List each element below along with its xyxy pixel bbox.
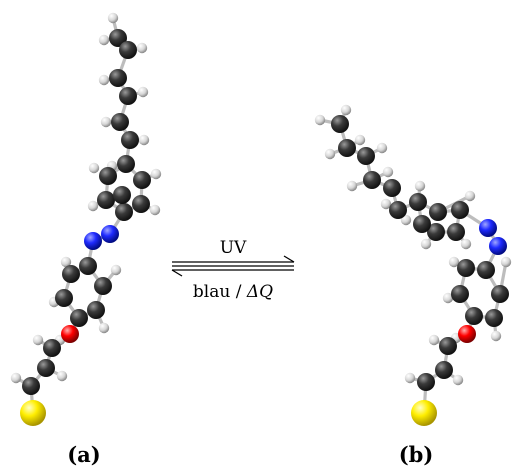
carbon-atom	[357, 147, 375, 165]
hydrogen-atom	[376, 142, 388, 154]
nitrogen-atom	[84, 232, 102, 250]
carbon-atom	[113, 186, 131, 204]
hydrogen-atom	[340, 104, 352, 116]
hydrogen-atom	[404, 372, 416, 384]
hydrogen-atom	[428, 334, 440, 346]
carbon-atom	[99, 167, 117, 185]
carbon-atom	[338, 139, 356, 157]
carbon-atom	[451, 285, 469, 303]
hydrogen-atom	[107, 12, 119, 24]
carbon-atom	[37, 359, 55, 377]
hydrogen-atom	[346, 180, 358, 192]
hydrogen-atom	[137, 86, 149, 98]
hydrogen-atom	[98, 74, 110, 86]
hydrogen-atom	[400, 214, 412, 226]
hydrogen-atom	[414, 180, 426, 192]
equilibrium-arrow	[171, 255, 295, 277]
sulfur-atom	[20, 400, 46, 426]
carbon-atom	[485, 309, 503, 327]
carbon-atom	[383, 179, 401, 197]
hydrogen-atom	[490, 330, 502, 342]
carbon-atom	[119, 41, 137, 59]
hydrogen-atom	[110, 264, 122, 276]
hydrogen-atom	[100, 116, 112, 128]
hydrogen-atom	[420, 238, 432, 250]
carbon-atom	[109, 29, 127, 47]
arrow-label-symbol: ΔQ	[246, 282, 273, 302]
carbon-atom	[133, 171, 151, 189]
carbon-atom	[94, 277, 112, 295]
panel-label-a: (a)	[67, 442, 100, 467]
carbon-atom	[115, 203, 133, 221]
carbon-atom	[435, 361, 453, 379]
hydrogen-atom	[460, 238, 472, 250]
hydrogen-atom	[60, 256, 72, 268]
oxygen-atom	[61, 325, 79, 343]
hydrogen-atom	[442, 292, 454, 304]
carbon-atom	[439, 337, 457, 355]
hydrogen-atom	[314, 114, 326, 126]
molecule-cis	[314, 104, 512, 426]
carbon-atom	[447, 223, 465, 241]
hydrogen-atom	[136, 42, 148, 54]
nitrogen-atom	[479, 219, 497, 237]
carbon-atom	[465, 307, 483, 325]
sulfur-atom	[411, 400, 437, 426]
hydrogen-atom	[88, 162, 100, 174]
carbon-atom	[62, 265, 80, 283]
carbon-atom	[97, 191, 115, 209]
carbon-atom	[121, 131, 139, 149]
hydrogen-atom	[464, 190, 476, 202]
carbon-atom	[132, 195, 150, 213]
arrow-label-reverse: blau / ΔQ	[193, 282, 273, 302]
carbon-atom	[331, 115, 349, 133]
arrow-label-uv: UV	[220, 238, 247, 258]
hydrogen-atom	[150, 168, 162, 180]
hydrogen-atom	[138, 134, 150, 146]
hydrogen-atom	[382, 166, 394, 178]
carbon-atom	[477, 261, 495, 279]
carbon-atom	[389, 201, 407, 219]
carbon-atom	[119, 87, 137, 105]
hydrogen-atom	[98, 322, 110, 334]
hydrogen-atom	[10, 372, 22, 384]
hydrogen-atom	[98, 34, 110, 46]
hydrogen-atom	[354, 134, 366, 146]
carbon-atom	[111, 113, 129, 131]
carbon-atom	[363, 171, 381, 189]
carbon-atom	[55, 289, 73, 307]
nitrogen-atom	[101, 225, 119, 243]
hydrogen-atom	[324, 148, 336, 160]
nitrogen-atom	[489, 237, 507, 255]
carbon-atom	[417, 373, 435, 391]
carbon-atom	[457, 259, 475, 277]
carbon-atom	[451, 201, 469, 219]
hydrogen-atom	[56, 370, 68, 382]
hydrogen-atom	[500, 256, 512, 268]
carbon-atom	[43, 339, 61, 357]
carbon-atom	[22, 377, 40, 395]
panel-label-b: (b)	[399, 442, 434, 467]
carbon-atom	[70, 309, 88, 327]
hydrogen-atom	[380, 198, 392, 210]
carbon-atom	[109, 69, 127, 87]
arrow-label-text: blau /	[193, 282, 247, 302]
carbon-atom	[87, 301, 105, 319]
carbon-atom	[117, 155, 135, 173]
carbon-atom	[429, 203, 447, 221]
hydrogen-atom	[149, 204, 161, 216]
carbon-atom	[491, 285, 509, 303]
hydrogen-atom	[32, 334, 44, 346]
hydrogen-atom	[448, 256, 460, 268]
oxygen-atom	[458, 325, 476, 343]
molecule-trans	[10, 12, 162, 426]
hydrogen-atom	[87, 200, 99, 212]
carbon-atom	[79, 257, 97, 275]
hydrogen-atom	[452, 374, 464, 386]
carbon-atom	[427, 223, 445, 241]
carbon-atom	[413, 215, 431, 233]
carbon-atom	[409, 193, 427, 211]
